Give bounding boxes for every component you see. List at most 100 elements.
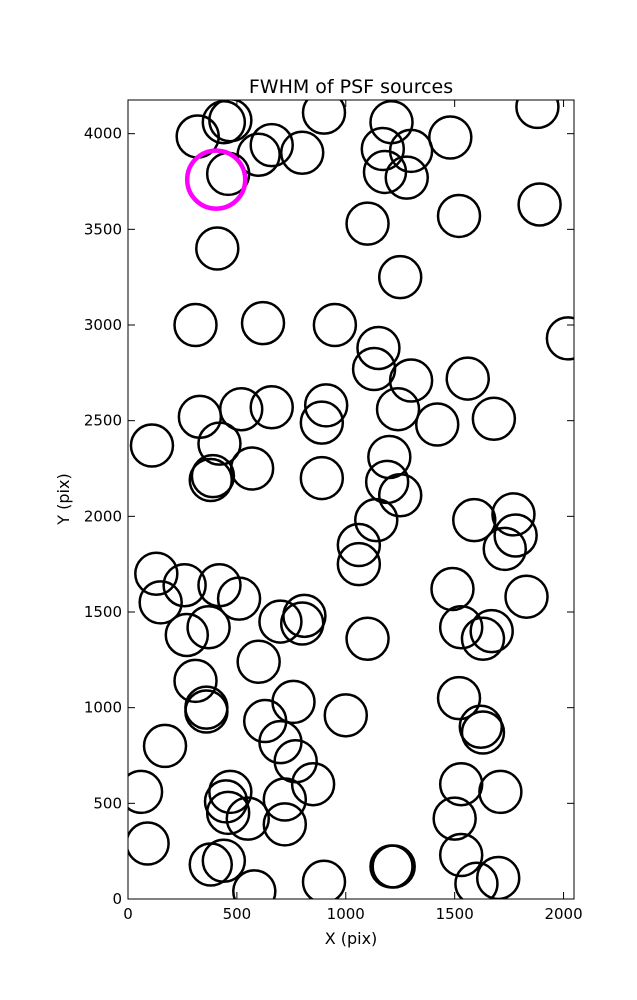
source-circle-19: [377, 254, 423, 300]
x-tick-label-500: 500: [223, 905, 252, 923]
source-circle-69: [173, 658, 218, 704]
source-circle-81: [128, 769, 164, 815]
source-circle-29: [218, 386, 264, 432]
source-circle-98: [369, 844, 414, 889]
source-circle-57: [430, 566, 475, 612]
source-circle-42: [367, 434, 412, 480]
source-circle-73: [436, 675, 482, 721]
marks-layer: [128, 100, 574, 899]
source-circle-48: [493, 513, 538, 558]
source-circle-45: [354, 497, 399, 543]
source-circle-23: [545, 316, 574, 361]
source-circle-94: [188, 842, 234, 887]
source-circle-38: [229, 446, 275, 491]
source-circle-43: [364, 459, 410, 505]
source-circle-95: [201, 838, 247, 883]
y-tick-label-2000: 2000: [84, 507, 122, 525]
source-circle-54: [162, 562, 207, 608]
source-circle-5: [279, 130, 325, 176]
highlight-circle-0: [184, 148, 248, 211]
source-circle-62: [282, 593, 327, 639]
source-circle-4: [249, 122, 294, 168]
source-circle-60: [186, 605, 231, 650]
source-circle-18: [195, 226, 240, 271]
source-circle-16: [436, 193, 482, 239]
source-circle-36: [129, 423, 175, 468]
source-circle-30: [249, 385, 294, 430]
source-circle-10: [384, 155, 429, 200]
source-circle-79: [142, 723, 188, 769]
source-circle-85: [208, 769, 253, 815]
source-circle-65: [438, 605, 484, 650]
source-circle-12: [428, 115, 473, 160]
source-circle-82: [290, 761, 336, 807]
source-circle-37: [197, 421, 242, 466]
source-circle-67: [469, 608, 514, 654]
source-circle-58: [504, 574, 549, 619]
source-circle-61: [258, 599, 303, 644]
source-circle-8: [360, 126, 406, 172]
source-circle-97: [301, 859, 347, 899]
plot-frame: [127, 99, 575, 900]
source-circle-77: [458, 704, 504, 750]
x-tick-label-1000: 1000: [327, 905, 365, 923]
axes-layer: 0 500 1000 1500 2000 0 500 1000 1500 2000 2500 3000…: [84, 99, 583, 923]
source-circle-93: [128, 821, 170, 866]
source-circle-13: [515, 100, 560, 130]
source-circle-70: [184, 685, 229, 730]
source-circle-71: [184, 689, 229, 734]
source-circle-24: [356, 325, 401, 371]
source-circle-21: [240, 300, 286, 346]
source-circle-47: [491, 492, 536, 537]
source-circle-64: [345, 616, 390, 662]
source-circle-52: [134, 551, 179, 596]
y-tick-label-0: 0: [112, 890, 122, 908]
y-axis-label: Y (pix): [54, 473, 73, 525]
source-circle-25: [351, 346, 397, 392]
source-circle-6: [301, 100, 347, 135]
source-circle-51: [336, 541, 382, 587]
source-circle-87: [205, 790, 251, 836]
source-circle-63: [279, 601, 325, 646]
source-circle-91: [432, 796, 477, 841]
source-circle-40: [188, 457, 234, 503]
source-circle-50: [336, 522, 382, 568]
source-circle-100: [454, 861, 499, 899]
source-circle-68: [236, 639, 281, 684]
y-tick-label-1000: 1000: [84, 699, 122, 717]
source-circle-44: [377, 473, 423, 518]
source-circle-31: [303, 383, 349, 428]
source-circle-17: [517, 182, 562, 227]
y-tick-label-3500: 3500: [84, 220, 122, 238]
source-circle-59: [164, 612, 210, 658]
source-circle-20: [173, 302, 218, 348]
source-circle-78: [460, 710, 506, 755]
source-circle-28: [177, 394, 223, 440]
source-circle-101: [475, 855, 521, 899]
x-tick-label-2000: 2000: [544, 905, 582, 923]
source-circle-84: [478, 769, 523, 815]
source-circle-22: [312, 302, 358, 348]
x-tick-label-0: 0: [123, 905, 133, 923]
source-circle-53: [138, 580, 183, 625]
source-circle-99: [371, 844, 416, 889]
y-tick-label-4000: 4000: [84, 125, 122, 143]
source-circle-7: [369, 100, 414, 145]
source-circle-26: [388, 358, 434, 403]
source-circle-90: [262, 802, 308, 847]
y-tick-label-2500: 2500: [84, 412, 122, 430]
source-circle-49: [482, 526, 527, 572]
y-tick-label-3000: 3000: [84, 316, 122, 334]
y-tick-label-500: 500: [93, 794, 122, 812]
source-circle-89: [262, 777, 308, 822]
source-circle-34: [414, 402, 460, 447]
source-circle-27: [445, 356, 490, 401]
y-tick-label-1500: 1500: [84, 603, 122, 621]
source-circle-92: [438, 832, 484, 878]
source-circle-88: [225, 796, 271, 841]
source-circle-41: [299, 455, 345, 501]
source-circle-15: [345, 201, 390, 246]
source-circle-33: [375, 386, 421, 432]
source-circle-32: [299, 400, 345, 445]
